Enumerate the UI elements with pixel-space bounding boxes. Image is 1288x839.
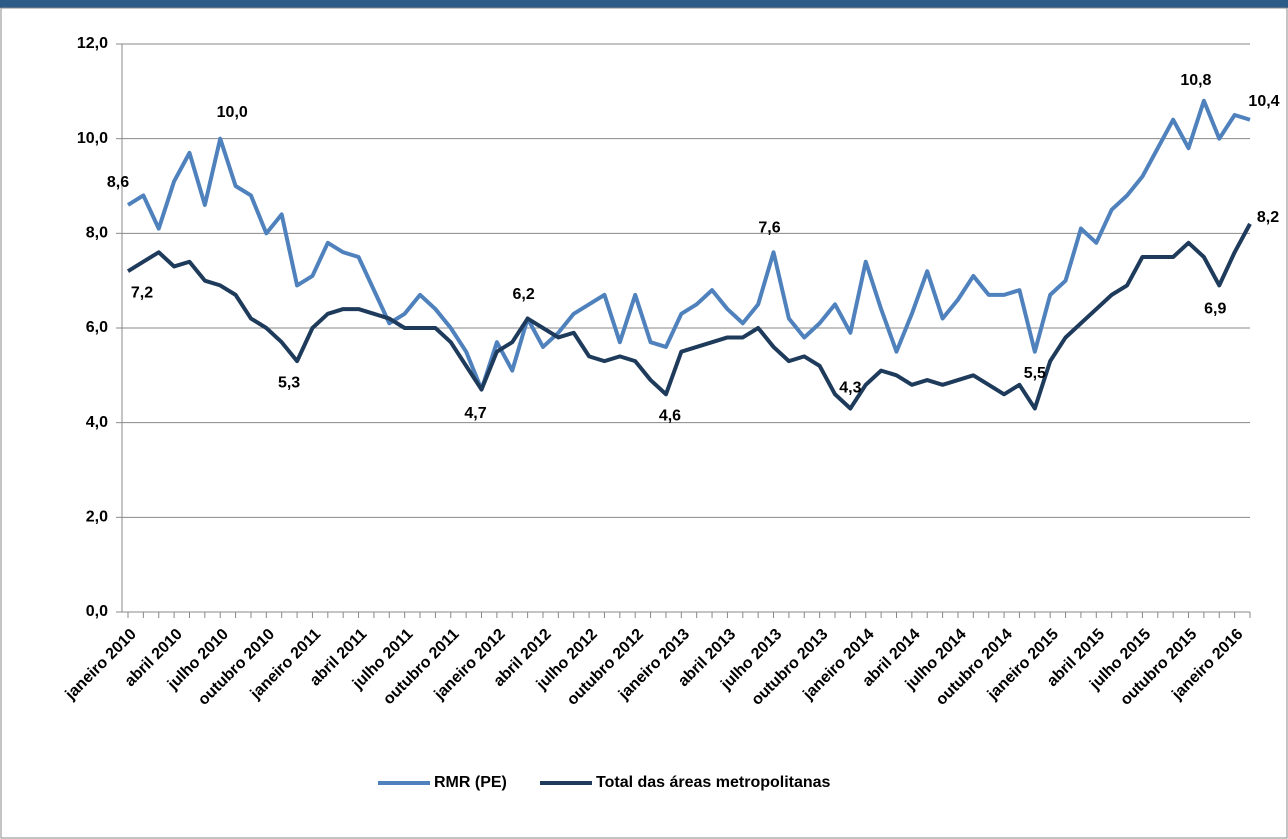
y-tick-label: 8,0 [86, 225, 108, 242]
data-label: 4,7 [464, 405, 486, 422]
y-tick-label: 6,0 [86, 319, 108, 336]
data-label: 10,8 [1180, 72, 1211, 89]
labels: 8,6 10,0 4,7 7,6 5,5 10,8 10,4 7,2 5,3 6,2 4,6 4,3 6… [107, 72, 1280, 424]
data-label: 10,4 [1248, 93, 1279, 110]
y-tick-label: 12,0 [77, 35, 108, 52]
legend: RMR (PE) Total das áreas metropolitanas [378, 774, 831, 791]
data-label: 7,2 [131, 284, 153, 301]
data-label: 5,3 [278, 374, 300, 391]
data-label: 8,6 [107, 174, 129, 191]
data-label: 7,6 [758, 219, 780, 236]
legend-label: Total das áreas metropolitanas [596, 774, 831, 791]
data-label: 5,5 [1024, 365, 1046, 382]
frame [0, 7, 1288, 839]
legend-label: RMR (PE) [434, 774, 507, 791]
data-label: 10,0 [217, 104, 248, 121]
series-line [126, 98, 1251, 392]
y-tick-label: 0,0 [86, 603, 108, 620]
data-label: 4,3 [839, 380, 861, 397]
y-tick-label: 4,0 [86, 414, 108, 431]
lines [126, 98, 1252, 411]
data-label: 6,9 [1204, 301, 1226, 318]
data-label: 4,6 [659, 407, 681, 424]
series-line [126, 222, 1252, 411]
x-tick-label: janeiro 2010 [62, 626, 140, 704]
grid [122, 43, 1250, 613]
y-tick-label: 2,0 [86, 509, 108, 526]
top-bar [0, 0, 1288, 8]
y-tick-label: 10,0 [77, 130, 108, 147]
data-label: 8,2 [1257, 209, 1279, 226]
data-label: 6,2 [512, 286, 534, 303]
